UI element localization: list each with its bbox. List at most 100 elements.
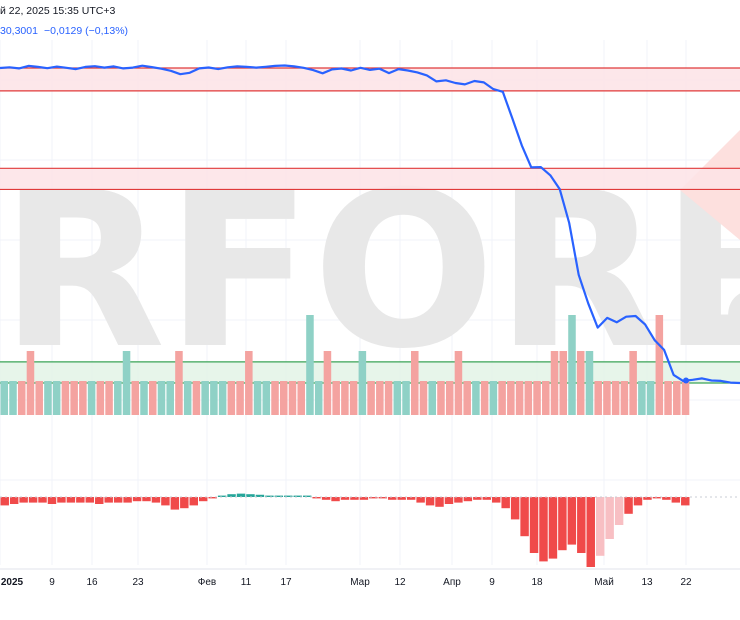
x-tick-label: Апр <box>443 577 461 588</box>
histogram-bar <box>123 497 132 503</box>
volume-bar <box>620 381 629 415</box>
header-price-row: 30,3001 −0,0129 (−0,13%) <box>0 25 134 37</box>
volume-bar <box>245 351 253 415</box>
histogram-bar <box>161 497 170 506</box>
histogram-bar <box>643 497 652 500</box>
volume-bar <box>297 381 305 415</box>
histogram-bar <box>265 495 274 497</box>
volume-bar <box>279 381 288 415</box>
histogram-bar <box>293 495 302 497</box>
histogram-bars <box>0 493 690 567</box>
volume-bar <box>498 381 506 415</box>
volume-bar <box>411 351 419 415</box>
histogram-bar <box>586 497 595 567</box>
header-datetime: й 22, 2025 15:35 UTC+3 <box>0 5 116 17</box>
volume-bar <box>140 381 148 415</box>
volume-bar <box>262 381 271 415</box>
volume-bar <box>664 381 672 415</box>
volume-bar <box>218 381 227 415</box>
volume-bar <box>52 381 61 415</box>
volume-bar <box>428 381 437 415</box>
histogram-bar <box>66 497 76 503</box>
histogram-bar <box>359 497 369 500</box>
last-price: 30,3001 <box>0 25 38 37</box>
volume-bar <box>332 381 340 415</box>
histogram-bar <box>302 495 312 497</box>
histogram-bar <box>681 497 690 506</box>
histogram-bar <box>321 497 331 500</box>
volume-bar <box>524 381 533 415</box>
volume-bar <box>603 381 611 415</box>
zone-resistance-1 <box>0 168 740 190</box>
histogram-bar <box>482 497 492 500</box>
time-axis: 2025 9 16 23 Фев 11 17 Мар 12 Апр 9 18 Май 13 22 <box>1 577 692 588</box>
volume-bar <box>515 381 524 415</box>
price-last-dot <box>683 377 689 384</box>
volume-bar <box>131 381 140 415</box>
volume-bar <box>148 381 157 415</box>
histogram-bar <box>217 495 227 497</box>
volume-bar <box>271 381 279 415</box>
volume-bar <box>507 381 515 415</box>
histogram-bar <box>76 497 85 503</box>
x-tick-label: 2025 <box>1 577 24 588</box>
volume-bar <box>550 351 559 415</box>
histogram-bar <box>444 497 454 504</box>
histogram-bar <box>331 497 340 502</box>
volume-bar <box>70 381 78 415</box>
volume-bar <box>445 381 454 415</box>
volume-bar <box>236 381 244 415</box>
volume-bar <box>393 381 402 415</box>
zone-resistance-0 <box>0 68 740 91</box>
histogram-bar <box>38 497 47 503</box>
volume-bar <box>306 315 314 415</box>
volume-bar <box>454 351 463 415</box>
volume-bar <box>376 381 384 415</box>
histogram-bar <box>492 497 501 503</box>
volume-bar <box>402 381 410 415</box>
histogram-bar <box>340 497 350 500</box>
volume-bar <box>114 381 122 415</box>
histogram-bar <box>85 497 95 503</box>
volume-bar <box>489 381 498 415</box>
histogram-bar <box>397 497 406 500</box>
histogram-bar <box>274 495 284 497</box>
volume-bar <box>611 381 620 415</box>
histogram-bar <box>595 497 605 556</box>
volume-bar <box>314 381 323 415</box>
histogram-bar <box>0 497 9 506</box>
volume-bar <box>594 381 602 415</box>
histogram-bar <box>454 497 463 503</box>
histogram-bar <box>180 497 189 509</box>
x-tick-label: 17 <box>280 577 292 588</box>
volume-bar <box>585 351 594 415</box>
volume-bar <box>629 351 637 415</box>
histogram-bar <box>151 497 161 503</box>
histogram-bar <box>284 495 293 497</box>
volume-bar <box>183 381 192 415</box>
x-tick-label: Май <box>594 577 614 588</box>
volume-bar <box>0 381 9 415</box>
histogram-bar <box>605 497 614 539</box>
price-polyline <box>0 64 740 385</box>
histogram-bar <box>520 497 529 537</box>
histogram-bar <box>558 497 567 551</box>
histogram-bar <box>416 497 425 503</box>
volume-bar <box>61 381 70 415</box>
volume-bar <box>655 315 664 415</box>
histogram-bar <box>548 497 558 559</box>
histogram-bar <box>208 497 217 499</box>
volume-bar <box>288 381 297 415</box>
volume-bar <box>480 381 489 415</box>
volume-bar <box>96 381 105 415</box>
volume-bar <box>349 381 358 415</box>
x-tick-label: 11 <box>241 577 252 588</box>
histogram-bar <box>255 494 265 497</box>
histogram-bar <box>539 497 548 562</box>
volume-bar <box>646 381 655 415</box>
x-tick-label: 9 <box>49 577 55 588</box>
histogram-bar <box>567 497 577 545</box>
histogram-bar <box>378 497 388 499</box>
price-line[interactable] <box>0 64 740 385</box>
